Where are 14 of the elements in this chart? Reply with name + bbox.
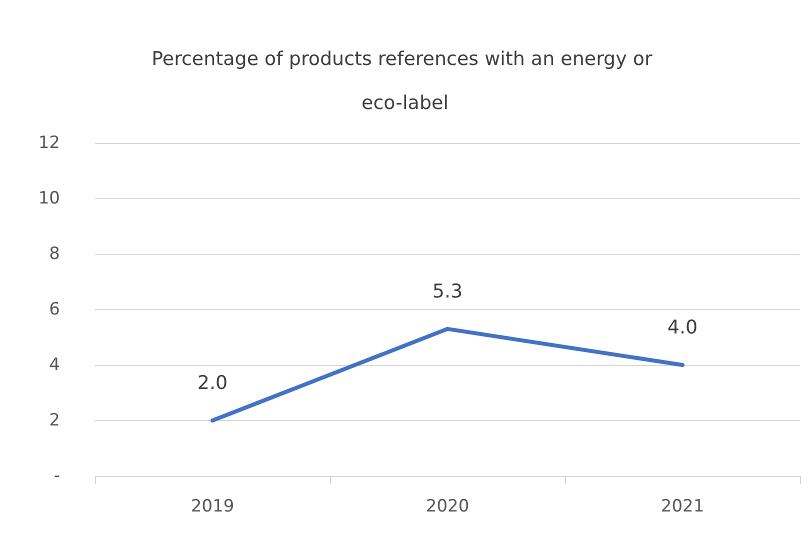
data-label: 2.0 bbox=[197, 372, 228, 394]
y-tick-label: 10 bbox=[38, 188, 60, 208]
y-tick-label: - bbox=[54, 466, 60, 486]
x-tick-label: 2020 bbox=[426, 496, 470, 516]
x-tick-label: 2019 bbox=[190, 496, 234, 516]
y-tick-label: 12 bbox=[38, 133, 60, 153]
chart-title: Percentage of products references with an energy or eco-label bbox=[152, 48, 658, 114]
y-tick-label: 4 bbox=[49, 355, 60, 375]
y-tick-label: 6 bbox=[49, 300, 60, 320]
y-tick-label: 8 bbox=[49, 244, 60, 264]
x-tick-label: 2021 bbox=[660, 496, 704, 516]
y-tick-label: 2 bbox=[49, 410, 60, 430]
data-label: 4.0 bbox=[667, 316, 698, 338]
data-label: 5.3 bbox=[432, 280, 463, 302]
